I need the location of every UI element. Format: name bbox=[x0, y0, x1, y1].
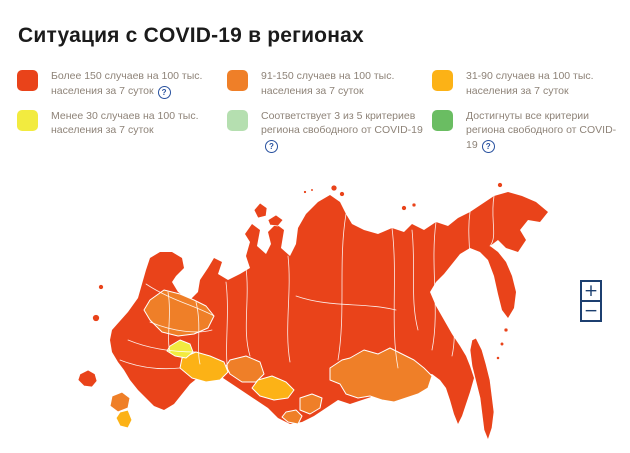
region-patch-dagestan[interactable] bbox=[115, 409, 133, 429]
wrangel-island[interactable] bbox=[497, 182, 503, 188]
region-borders bbox=[119, 195, 495, 373]
kuril-island[interactable] bbox=[496, 356, 500, 360]
zoom-out-button[interactable]: − bbox=[580, 300, 602, 322]
legend-item-lightgreen: Соответствует 3 из 5 критериев региона с… bbox=[227, 109, 432, 153]
legend-label-lightgreen: Соответствует 3 из 5 критериев региона с… bbox=[261, 109, 423, 137]
novaya-zemlya-south[interactable] bbox=[267, 214, 284, 227]
franz-josef-island[interactable] bbox=[303, 190, 307, 194]
legend-item-amber: 31-90 случаев на 100 тыс. населения за 7… bbox=[432, 69, 622, 99]
legend: Более 150 случаев на 100 тыс. населения … bbox=[17, 69, 622, 153]
region-patch-khakassia[interactable] bbox=[299, 393, 323, 415]
novaya-zemlya-north[interactable] bbox=[253, 202, 268, 219]
legend-swatch-green bbox=[432, 109, 453, 131]
region-patch-caucasus[interactable] bbox=[109, 391, 131, 413]
region-patch-southeast-band[interactable] bbox=[329, 347, 433, 403]
legend-swatch-red bbox=[17, 70, 38, 91]
legend-label-amber: 31-90 случаев на 100 тыс. населения за 7… bbox=[466, 70, 594, 97]
map-zoom-controls: + − bbox=[580, 280, 602, 322]
region-patch-mordovia[interactable] bbox=[166, 339, 194, 359]
legend-label-orange: 91-150 случаев на 100 тыс. населения за … bbox=[261, 70, 395, 97]
legend-item-red: Более 150 случаев на 100 тыс. населения … bbox=[17, 69, 227, 99]
page-title: Ситуация с COVID-19 в регионах bbox=[18, 24, 364, 47]
kuril-island[interactable] bbox=[503, 327, 509, 333]
baltic-island[interactable] bbox=[98, 284, 104, 290]
region-patch-northwest[interactable] bbox=[143, 289, 215, 337]
legend-label-green: Достигнуты все критерии региона свободно… bbox=[466, 109, 617, 151]
kaliningrad-region[interactable] bbox=[92, 314, 100, 322]
legend-item-yellow: Менее 30 случаев на 100 тыс. населения з… bbox=[17, 109, 227, 153]
legend-label-yellow: Менее 30 случаев на 100 тыс. населения з… bbox=[51, 109, 199, 137]
sakhalin-island[interactable] bbox=[469, 337, 495, 442]
new-siberian-island[interactable] bbox=[411, 202, 417, 208]
region-patch-volga-south[interactable] bbox=[179, 351, 229, 383]
info-icon[interactable]: ? bbox=[481, 139, 495, 153]
info-icon[interactable]: ? bbox=[157, 85, 171, 99]
legend-swatch-orange bbox=[227, 70, 248, 91]
legend-item-green: Достигнуты все критерии региона свободно… bbox=[432, 109, 622, 153]
crimea-region[interactable] bbox=[77, 369, 98, 388]
info-icon[interactable]: ? bbox=[265, 139, 278, 153]
legend-label-red: Более 150 случаев на 100 тыс. населения … bbox=[51, 70, 203, 97]
region-patch-altai[interactable] bbox=[281, 409, 303, 425]
legend-item-orange: 91-150 случаев на 100 тыс. населения за … bbox=[227, 69, 432, 99]
new-siberian-island[interactable] bbox=[401, 205, 407, 211]
legend-swatch-lightgreen bbox=[227, 109, 248, 131]
franz-josef-island[interactable] bbox=[310, 188, 314, 192]
kuril-island[interactable] bbox=[499, 341, 505, 347]
legend-swatch-amber bbox=[432, 70, 453, 91]
region-patch-novosibirsk[interactable] bbox=[251, 375, 295, 401]
legend-swatch-yellow bbox=[17, 109, 38, 131]
severnaya-zemlya-island[interactable] bbox=[330, 184, 338, 192]
zoom-in-button[interactable]: + bbox=[580, 280, 602, 302]
severnaya-zemlya-island[interactable] bbox=[339, 191, 345, 197]
